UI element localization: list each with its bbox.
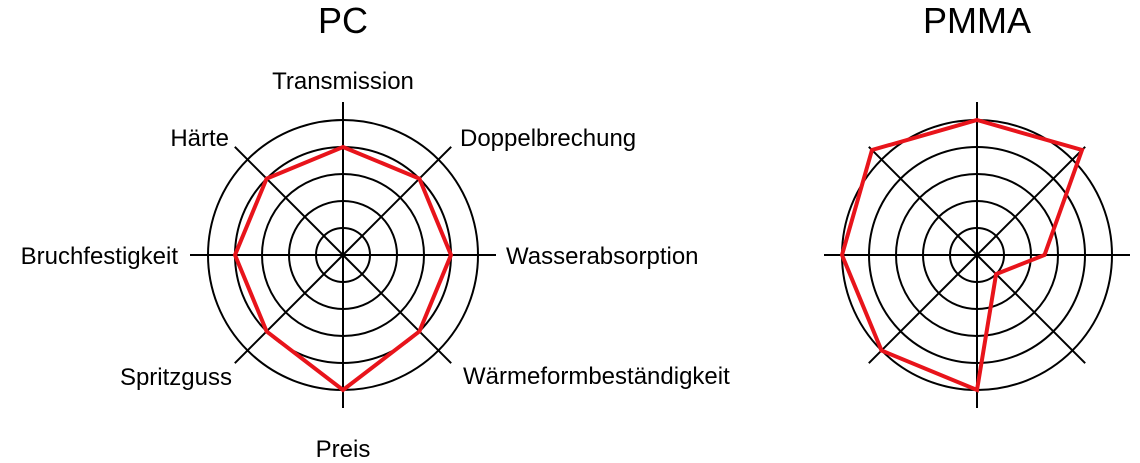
axis-spoke-haerte: [868, 146, 978, 256]
axis-label-waermeformbestaendigkeit: Wärmeformbeständigkeit: [463, 363, 730, 390]
axis-spoke-spritzguss: [234, 254, 344, 364]
axis-spoke-doppelbrechung: [976, 146, 1086, 256]
axis-label-haerte: Härte: [170, 125, 229, 152]
axis-label-preis: Preis: [316, 436, 371, 463]
axis-spoke-waermeformbestaendigkeit: [342, 254, 452, 364]
axis-spoke-doppelbrechung: [342, 146, 452, 256]
chart-title: PMMA: [923, 0, 1031, 41]
radar-chart-pmma: PMMA: [824, 0, 1130, 408]
axis-label-doppelbrechung: Doppelbrechung: [460, 125, 636, 152]
radar-chart-pc: PC Transmission Doppelbrechung Wasserabsor…: [21, 0, 731, 463]
axis-label-spritzguss: Spritzguss: [120, 364, 232, 391]
axis-label-transmission: Transmission: [272, 68, 414, 95]
axis-spoke-waermeformbestaendigkeit: [976, 254, 1086, 364]
axis-spoke-spritzguss: [868, 254, 978, 364]
axis-spoke-haerte: [234, 146, 344, 256]
axis-label-wasserabsorption: Wasserabsorption: [506, 243, 699, 270]
chart-title: PC: [318, 0, 368, 41]
axis-label-bruchfestigkeit: Bruchfestigkeit: [21, 243, 179, 270]
